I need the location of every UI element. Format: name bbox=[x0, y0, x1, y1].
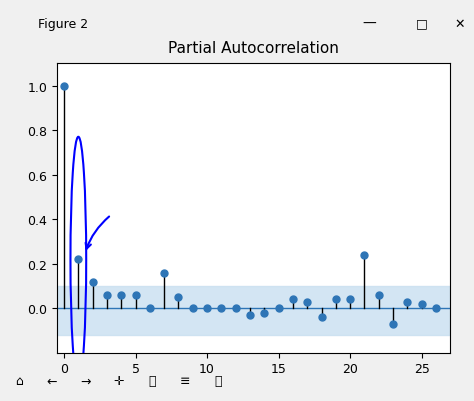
Text: ✛: ✛ bbox=[113, 375, 124, 387]
Text: →: → bbox=[80, 375, 91, 387]
Title: Partial Autocorrelation: Partial Autocorrelation bbox=[168, 41, 339, 56]
Text: ✕: ✕ bbox=[455, 18, 465, 30]
Text: Figure 2: Figure 2 bbox=[38, 18, 88, 30]
Text: ≡: ≡ bbox=[180, 375, 190, 387]
Bar bbox=[57, 286, 450, 335]
Text: 🔍: 🔍 bbox=[148, 375, 155, 387]
Text: ←: ← bbox=[47, 375, 57, 387]
Text: ⌂: ⌂ bbox=[15, 375, 23, 387]
Text: —: — bbox=[363, 17, 377, 31]
Text: 💾: 💾 bbox=[214, 375, 222, 387]
Text: □: □ bbox=[416, 18, 428, 30]
